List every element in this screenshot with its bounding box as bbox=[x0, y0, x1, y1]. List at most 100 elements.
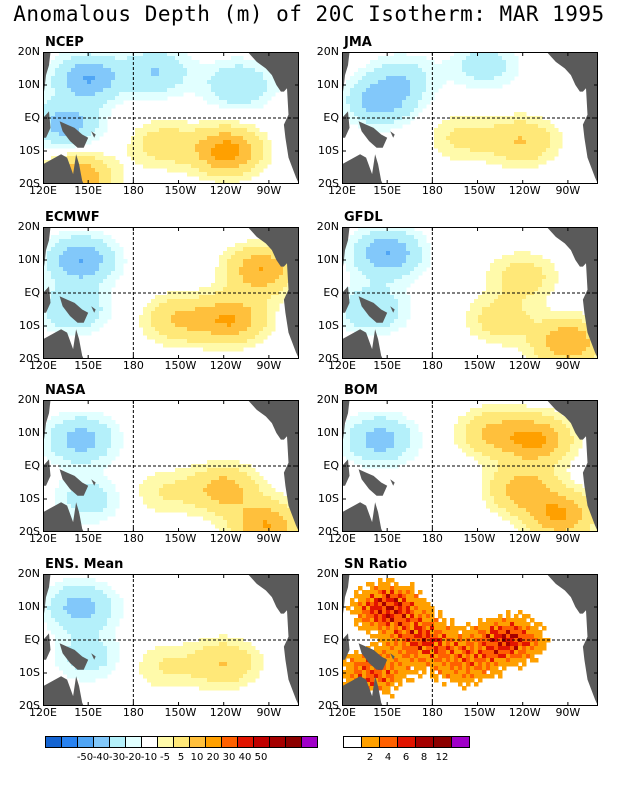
field-cell bbox=[418, 88, 423, 93]
field-cell bbox=[582, 335, 587, 340]
field-cell bbox=[227, 327, 232, 332]
field-cell bbox=[95, 428, 100, 433]
field-cell bbox=[179, 84, 184, 89]
field-cell bbox=[434, 136, 439, 141]
field-cell bbox=[207, 347, 212, 352]
field-cell bbox=[398, 287, 403, 292]
field-cell bbox=[195, 136, 200, 141]
field-cell bbox=[75, 468, 80, 473]
field-cell bbox=[111, 104, 116, 109]
field-cell bbox=[207, 323, 212, 328]
field-cell bbox=[159, 307, 164, 312]
field-cell bbox=[87, 267, 92, 272]
field-cell bbox=[275, 279, 280, 284]
field-cell bbox=[482, 331, 487, 336]
field-cell bbox=[422, 100, 427, 105]
field-cell bbox=[199, 311, 204, 316]
field-cell bbox=[247, 243, 252, 248]
field-cell bbox=[534, 144, 539, 149]
field-cell bbox=[67, 295, 72, 300]
field-cell bbox=[219, 104, 224, 109]
field-cell bbox=[251, 263, 256, 268]
field-cell bbox=[87, 323, 92, 328]
field-cell bbox=[119, 267, 124, 272]
field-cell bbox=[55, 424, 60, 429]
field-cell bbox=[247, 255, 252, 260]
field-cell bbox=[71, 247, 76, 252]
field-cell bbox=[139, 60, 144, 65]
field-cell bbox=[434, 68, 439, 73]
field-cell bbox=[538, 355, 543, 359]
field-cell bbox=[227, 80, 232, 85]
field-cell bbox=[259, 160, 264, 165]
field-cell bbox=[486, 160, 491, 165]
field-cell bbox=[259, 295, 264, 300]
field-cell bbox=[530, 124, 535, 129]
field-cell bbox=[227, 124, 232, 129]
field-cell bbox=[87, 235, 92, 240]
field-cell bbox=[83, 128, 88, 133]
field-cell bbox=[63, 263, 68, 268]
field-cell bbox=[163, 319, 168, 324]
field-cell bbox=[207, 176, 212, 181]
field-cell bbox=[219, 299, 224, 304]
field-cell bbox=[406, 88, 411, 93]
field-cell bbox=[179, 120, 184, 125]
field-cell bbox=[378, 120, 383, 125]
field-cell bbox=[215, 460, 220, 465]
field-cell bbox=[171, 72, 176, 77]
field-cell bbox=[43, 315, 48, 320]
field-cell bbox=[470, 303, 475, 308]
field-cell bbox=[195, 464, 200, 469]
field-cell bbox=[59, 132, 64, 137]
field-cell bbox=[486, 307, 491, 312]
field-cell bbox=[227, 460, 232, 465]
field-cell bbox=[450, 72, 455, 77]
field-cell bbox=[227, 172, 232, 177]
field-cell bbox=[187, 136, 192, 141]
field-cell bbox=[478, 299, 483, 304]
field-cell bbox=[103, 456, 108, 461]
field-cell bbox=[255, 331, 260, 336]
field-cell bbox=[227, 68, 232, 73]
field-cell bbox=[498, 263, 503, 268]
field-cell bbox=[131, 144, 136, 149]
field-cell bbox=[167, 343, 172, 348]
field-cell bbox=[458, 152, 463, 157]
field-cell bbox=[87, 311, 92, 316]
field-cell bbox=[203, 295, 208, 300]
field-cell bbox=[231, 339, 236, 344]
field-cell bbox=[354, 287, 359, 292]
field-cell bbox=[362, 259, 367, 264]
field-cell bbox=[67, 120, 72, 125]
field-cell bbox=[426, 64, 431, 69]
field-cell bbox=[91, 327, 96, 332]
field-cell bbox=[107, 428, 112, 433]
field-cell bbox=[458, 60, 463, 65]
field-cell bbox=[71, 267, 76, 272]
field-cell bbox=[526, 331, 531, 336]
field-cell bbox=[562, 343, 567, 348]
field-cell bbox=[442, 144, 447, 149]
field-cell bbox=[402, 235, 407, 240]
field-cell bbox=[394, 323, 399, 328]
field-cell bbox=[422, 68, 427, 73]
field-cell bbox=[211, 319, 216, 324]
field-cell bbox=[87, 140, 92, 145]
field-cell bbox=[139, 84, 144, 89]
field-cell bbox=[382, 92, 387, 97]
field-cell bbox=[187, 299, 192, 304]
field-cell bbox=[183, 68, 188, 73]
field-cell bbox=[163, 311, 168, 316]
field-cell bbox=[135, 68, 140, 73]
field-cell bbox=[79, 172, 84, 177]
field-cell bbox=[167, 319, 172, 324]
field-cell bbox=[263, 72, 268, 77]
field-cell bbox=[187, 335, 192, 340]
field-cell bbox=[151, 303, 156, 308]
field-cell bbox=[187, 72, 192, 77]
field-cell bbox=[494, 156, 499, 161]
field-cell bbox=[95, 283, 100, 288]
field-cell bbox=[227, 319, 232, 324]
field-cell bbox=[235, 64, 240, 69]
